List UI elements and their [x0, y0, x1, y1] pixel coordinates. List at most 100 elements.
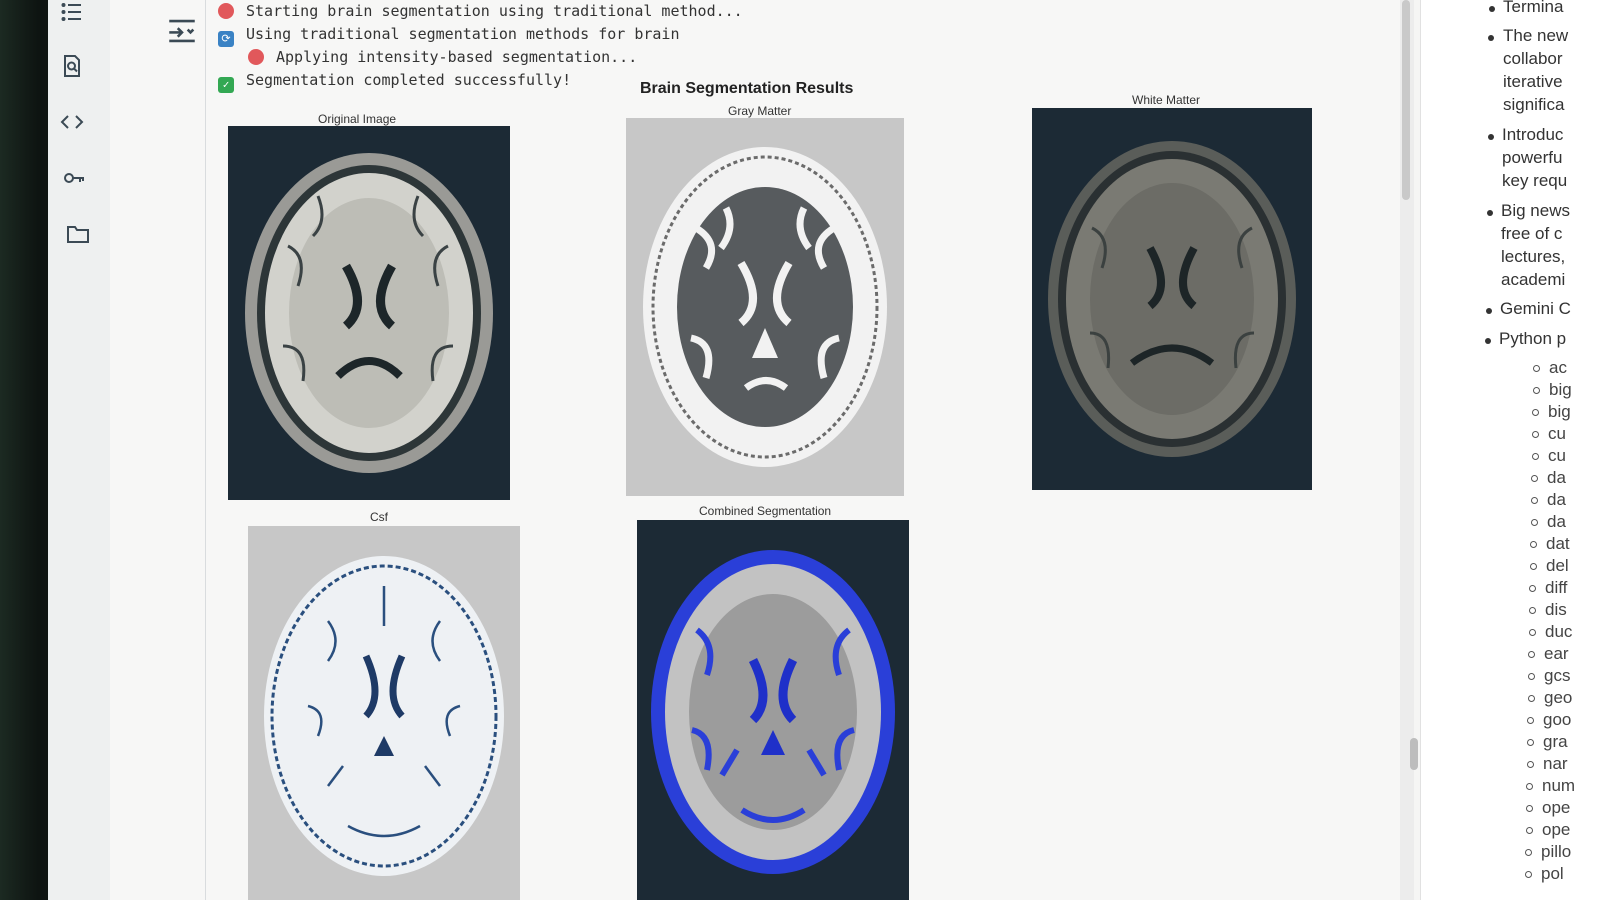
sub-bullet: [1528, 651, 1535, 658]
outline-subitem[interactable]: diff: [1545, 578, 1568, 597]
rocket-icon: [248, 49, 264, 65]
log-line-start: Starting brain segmentation using tradit…: [218, 2, 743, 20]
sub-bullet: [1531, 475, 1538, 482]
outline-item[interactable]: free of c: [1501, 224, 1563, 243]
bullet: [1485, 338, 1491, 344]
outline-subitem[interactable]: da: [1547, 468, 1566, 487]
outline-subitem[interactable]: da: [1547, 490, 1566, 509]
outline-item[interactable]: iterative: [1503, 72, 1563, 91]
white-matter-panel: [1032, 108, 1312, 490]
outline-subitem[interactable]: goo: [1543, 710, 1572, 729]
sub-bullet: [1532, 431, 1539, 438]
sub-bullet: [1532, 453, 1539, 460]
panel-title-gray-matter: Gray Matter: [728, 104, 792, 118]
csf-panel: [248, 526, 520, 900]
sub-bullet: [1527, 739, 1534, 746]
outline-item[interactable]: significa: [1503, 95, 1565, 114]
cell-border: [205, 0, 206, 900]
rocket-icon: [218, 3, 234, 19]
outline-subitem[interactable]: big: [1549, 380, 1572, 399]
panel-title-white-matter: White Matter: [1132, 93, 1201, 107]
outline-subitem[interactable]: big: [1548, 402, 1571, 421]
outline-item[interactable]: Gemini C: [1500, 299, 1571, 318]
panel-title-original: Original Image: [318, 112, 397, 126]
code-icon[interactable]: [60, 110, 84, 134]
outline-subitem[interactable]: gcs: [1544, 666, 1571, 685]
sub-bullet: [1531, 519, 1538, 526]
log-text: Segmentation completed successfully!: [246, 71, 572, 89]
bullet: [1488, 134, 1494, 140]
outline-subitem[interactable]: cu: [1548, 424, 1566, 443]
key-icon[interactable]: [62, 166, 86, 190]
outline-item[interactable]: Python p: [1499, 329, 1567, 348]
sub-bullet: [1525, 871, 1532, 878]
outline-subitem[interactable]: duc: [1545, 622, 1573, 641]
sub-bullet: [1530, 563, 1537, 570]
outline-subitem[interactable]: del: [1546, 556, 1569, 575]
log-line-complete: ✓ Segmentation completed successfully!: [218, 71, 571, 93]
outline-scrollbar-thumb[interactable]: [1410, 738, 1418, 770]
collapse-icon[interactable]: [165, 14, 199, 48]
outline-subitem[interactable]: gra: [1543, 732, 1568, 751]
outline-subitem[interactable]: nar: [1543, 754, 1568, 773]
outline-item[interactable]: Big news: [1501, 201, 1570, 220]
sub-bullet: [1530, 541, 1537, 548]
outline-subitem[interactable]: pol: [1541, 864, 1564, 883]
check-icon: ✓: [218, 77, 234, 93]
sub-bullet: [1528, 695, 1535, 702]
scrollbar-thumb[interactable]: [1402, 0, 1410, 200]
log-text: Starting brain segmentation using tradit…: [246, 2, 743, 20]
log-text: Applying intensity-based segmentation...: [276, 48, 638, 66]
outline-subitem[interactable]: ac: [1549, 358, 1567, 377]
original-image-panel: [228, 126, 510, 500]
outline-item[interactable]: collabor: [1503, 49, 1563, 68]
outline-subitem[interactable]: cu: [1548, 446, 1566, 465]
outline-item[interactable]: key requ: [1502, 171, 1568, 190]
figure-title: Brain Segmentation Results: [640, 80, 854, 97]
bullet: [1486, 308, 1492, 314]
notebook-scrollbar[interactable]: [1400, 0, 1414, 900]
sidebar-rail: [48, 0, 111, 900]
outline-item[interactable]: academi: [1501, 270, 1566, 289]
sub-bullet: [1529, 607, 1536, 614]
outline-subitem[interactable]: pillo: [1541, 842, 1572, 861]
sub-bullet: [1526, 783, 1533, 790]
bullet: [1489, 6, 1495, 12]
outline-subitem[interactable]: dat: [1546, 534, 1570, 553]
outline-subitem[interactable]: num: [1542, 776, 1576, 795]
info-icon: ⟳: [218, 31, 234, 47]
sub-bullet: [1531, 497, 1538, 504]
sub-bullet: [1527, 761, 1534, 768]
outline-subitem[interactable]: dis: [1545, 600, 1567, 619]
outline-subitem[interactable]: ear: [1544, 644, 1569, 663]
outline-subitem[interactable]: ope: [1542, 798, 1571, 817]
sub-bullet: [1532, 409, 1539, 416]
outline-item[interactable]: Termina: [1503, 0, 1564, 16]
gray-matter-panel: [626, 118, 904, 496]
outline-subitem[interactable]: geo: [1544, 688, 1573, 707]
outline-item[interactable]: Introduc: [1502, 125, 1564, 144]
sub-bullet: [1529, 629, 1536, 636]
sub-bullet: [1525, 849, 1532, 856]
folder-icon[interactable]: [66, 222, 90, 246]
outline-item[interactable]: lectures,: [1501, 247, 1566, 266]
outline-subitem[interactable]: da: [1547, 512, 1566, 531]
outline-pane: Termina The new collabor iterative signi…: [1420, 0, 1600, 900]
sub-bullet: [1526, 827, 1533, 834]
search-doc-icon[interactable]: [60, 54, 84, 78]
sub-bullet: [1529, 585, 1536, 592]
log-line-method: ⟳ Using traditional segmentation methods …: [218, 25, 679, 47]
panel-title-combined: Combined Segmentation: [699, 504, 832, 518]
bullet: [1488, 35, 1494, 41]
sub-bullet: [1533, 387, 1540, 394]
log-text: Using traditional segmentation methods f…: [246, 25, 680, 43]
panel-title-csf: Csf: [370, 510, 388, 524]
list-icon[interactable]: [60, 0, 84, 24]
log-line-applying: Applying intensity-based segmentation...: [248, 48, 637, 66]
sub-bullet: [1528, 673, 1535, 680]
outline-subitem[interactable]: ope: [1542, 820, 1571, 839]
outline-item[interactable]: powerfu: [1502, 148, 1563, 167]
bullet: [1487, 210, 1493, 216]
outline-item[interactable]: The new: [1503, 26, 1569, 45]
sub-bullet: [1533, 365, 1540, 372]
